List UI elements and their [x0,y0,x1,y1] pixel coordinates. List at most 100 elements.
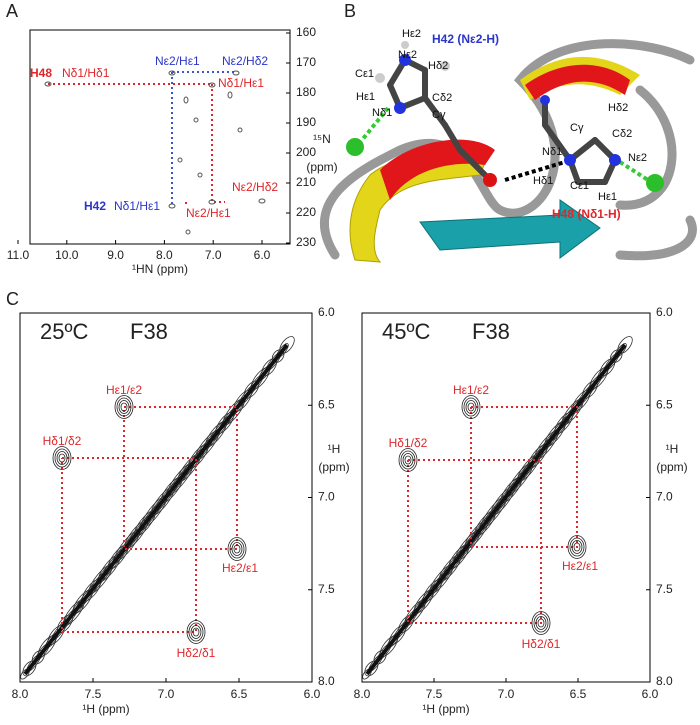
annotation: Nε2/Hε1 [155,54,200,68]
contour-peak [467,402,475,412]
y-axis-label: ¹H [666,442,679,456]
structure-title: H42 (Nε2-H) [432,32,499,46]
x-tick-label: 6.0 [254,248,271,262]
atom-label: Nδ1 [542,146,562,158]
annotation: Nδ1/Hδ1 [62,66,110,80]
atom-label: Cε1 [570,180,589,192]
panel-letter: A [6,1,18,21]
x-tick-label: 7.5 [426,687,443,701]
contour-peak [56,451,68,465]
annotation: Nδ1/Hε1 [114,199,160,213]
annotation: Nε2/Hδ2 [222,54,268,68]
peak-label: Hε1/ε2 [453,383,489,397]
atom-label: Nε2 [398,49,417,61]
spectra: Hε1/ε2 Hδ1/δ2 Hε2/ε1 Hδ2/δ1 25ºC F38 8.0 7.5 7.0… [12,305,688,716]
contour-peak [461,395,481,419]
contour-peak [231,542,243,556]
temperature: 45ºC [382,319,431,344]
atom-label: Hε1 [356,91,375,103]
contour-peak [116,397,132,417]
x-tick-label: 8.0 [354,687,371,701]
dotted-guide [61,457,197,633]
y-tick-label: 160 [296,25,316,39]
contour-peak [114,395,134,419]
dotted-guide [470,406,578,548]
atom-label: Cγ [432,109,446,121]
contour-peak [58,453,66,463]
annotation: Nδ1/Hε1 [218,76,264,90]
x-axis-label: ¹HN (ppm) [132,262,188,276]
contour-peak [531,611,551,635]
contour-peak [537,618,545,628]
x-axis-label: ¹H (ppm) [422,702,469,716]
x-tick-label: 7.0 [158,687,175,701]
contour-peak [190,625,202,639]
contour-peak [463,397,479,417]
contour-peak [400,450,416,470]
peak-label: Hδ1/δ2 [389,436,428,450]
contour-peak [186,620,206,644]
x-tick-label: 8.0 [12,687,29,701]
atom-label: Cε1 [355,68,374,80]
y-tick-label: 6.0 [656,305,673,319]
contour-peak [569,537,585,557]
plot-frame [29,29,291,245]
contour-peak [52,446,72,470]
peak-label: Hε2/ε1 [222,561,258,575]
residue: F38 [472,319,510,344]
x-tick-label: 6.5 [570,687,587,701]
x-tick-label: 7.0 [498,687,515,701]
atom-label: Hδ2 [608,102,628,114]
y-axis-label: (ppm) [306,160,337,174]
y-tick-label: 180 [296,85,316,99]
contour-peak [54,448,70,468]
atom-label: Hε2 [402,28,421,40]
atom-label: Hε1 [598,191,617,203]
diagonal [23,343,289,676]
x-tick-label: 6.0 [642,687,659,701]
y-tick-label: 7.5 [656,582,673,596]
atom-label: Cδ2 [612,128,632,140]
y-tick-label: 8.0 [656,674,673,688]
x-tick-label: 8.0 [156,248,173,262]
atom-label: Cγ [570,122,584,134]
temperature: 25ºC [40,319,89,344]
y-tick-label: 7.0 [656,490,673,504]
y-tick-label: 210 [296,175,316,189]
annotation: Nε2/Hε1 [186,206,231,220]
dotted-guides [48,71,236,207]
y-tick-label: 6.5 [318,397,335,411]
y-tick-label: 7.0 [318,490,335,504]
y-axis-label: (ppm) [318,460,349,474]
y-tick-label: 220 [296,205,316,219]
x-tick-label: 7.5 [85,687,102,701]
x-axis-label: ¹H (ppm) [82,702,129,716]
y-axis-label: ¹H [328,442,341,456]
contour-peaks [44,70,266,235]
x-tick-label: 10.0 [55,248,79,262]
peak-label: Hδ2/δ1 [177,646,216,660]
dotted-guide [123,406,238,550]
contour-peak [398,448,418,472]
protein-cartoon [319,39,697,263]
panel-letter: B [344,1,356,21]
y-axis-label: (ppm) [656,460,687,474]
x-tick-label: 6.0 [304,687,321,701]
atom-label: Nδ1 [372,107,392,119]
x-tick-label: 6.5 [231,687,248,701]
y-tick-label: 8.0 [318,674,335,688]
y-tick-label: 230 [296,235,316,249]
contour-peak [535,616,547,630]
y-tick-label: 6.5 [656,397,673,411]
y-tick-label: 200 [296,145,316,159]
peak-label: Hδ2/δ1 [522,637,561,651]
structure-title: H48 (Nδ1-H) [552,207,621,221]
y-tick-label: 190 [296,115,316,129]
atom-label: Nε2 [628,152,647,164]
panel-letter: C [6,289,19,309]
atom-label: Hδ1 [533,175,553,187]
dotted-guide [407,459,542,624]
